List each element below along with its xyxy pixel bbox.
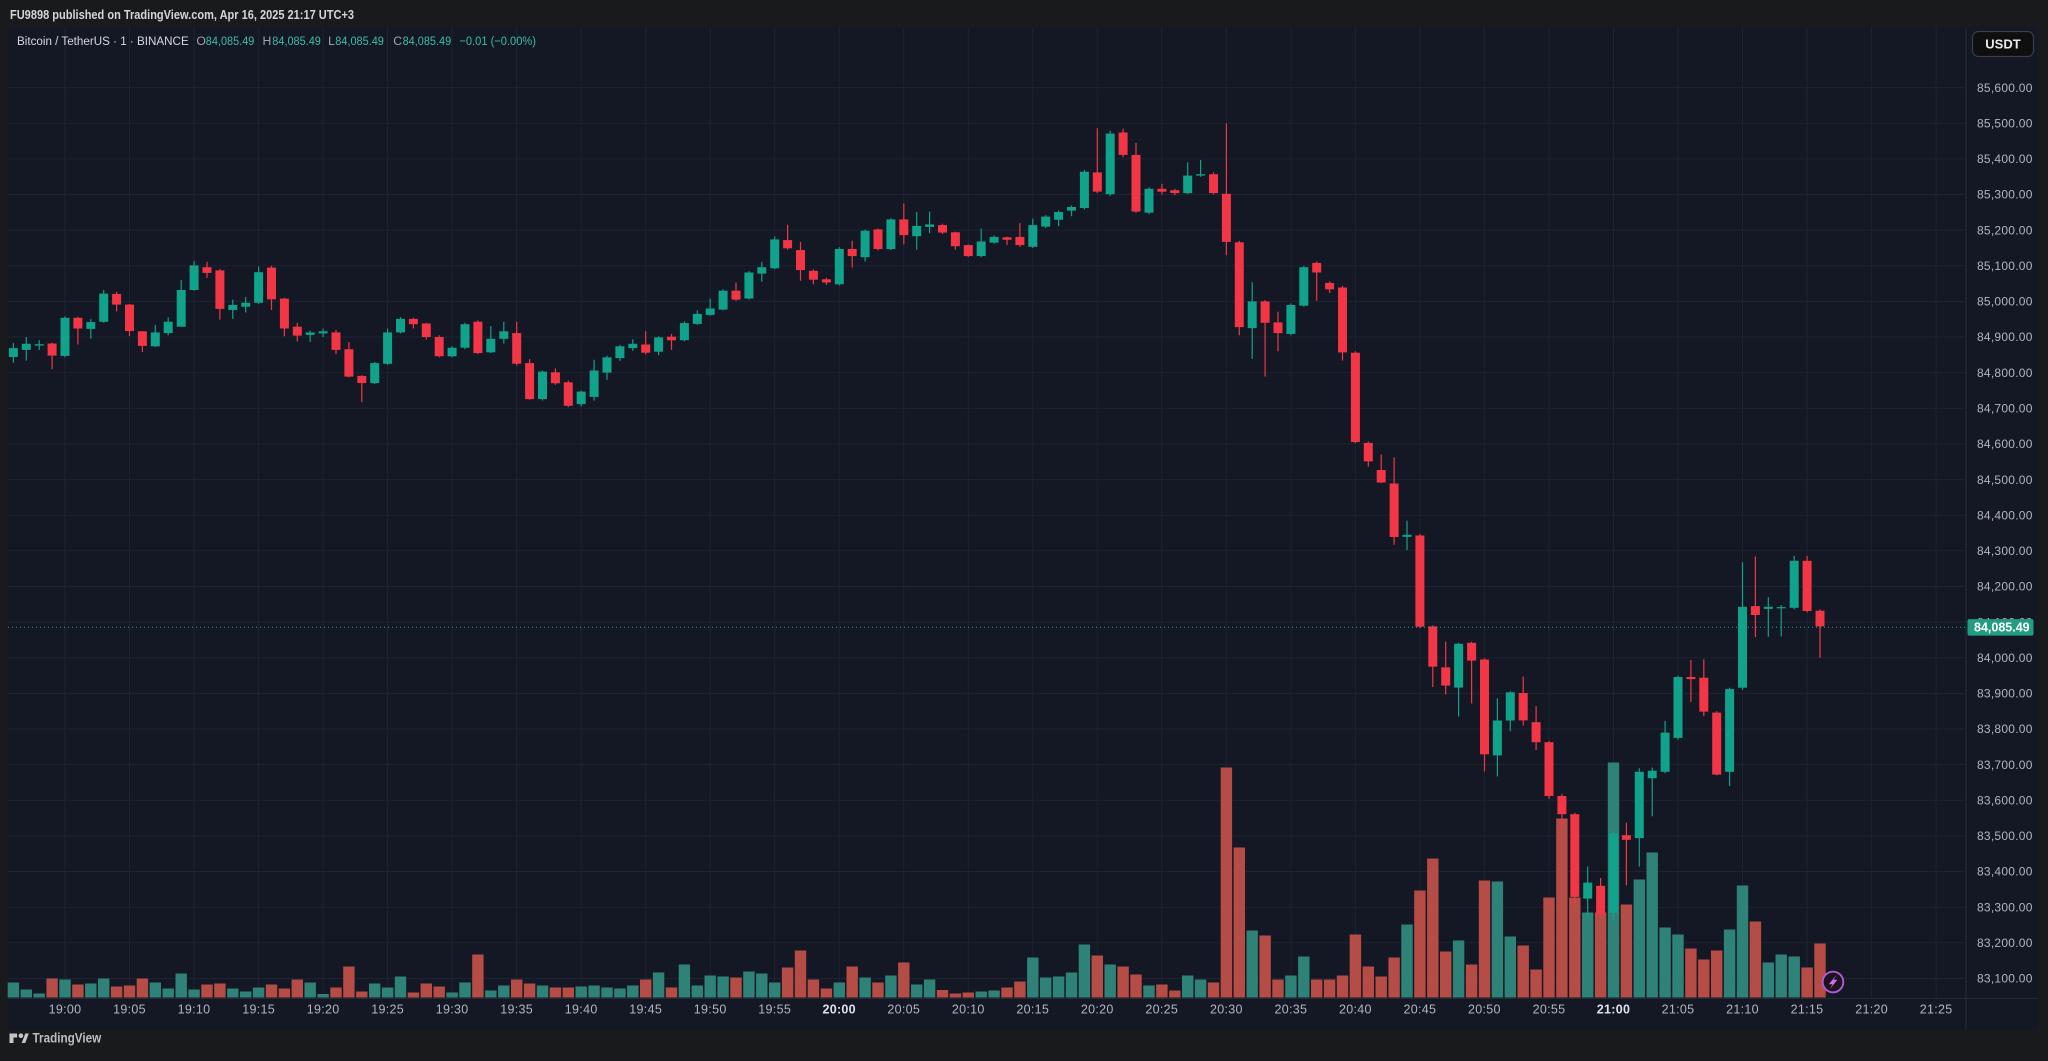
svg-text:20:35: 20:35 (1275, 1003, 1308, 1017)
svg-text:84,600.00: 84,600.00 (1977, 437, 2033, 451)
svg-text:83,600.00: 83,600.00 (1977, 794, 2033, 808)
svg-text:83,300.00: 83,300.00 (1977, 900, 2033, 914)
svg-text:85,600.00: 85,600.00 (1977, 81, 2033, 95)
svg-text:L: L (328, 34, 335, 48)
svg-text:19:10: 19:10 (178, 1003, 211, 1017)
svg-text:84,085.49: 84,085.49 (403, 34, 452, 48)
svg-text:H: H (263, 34, 272, 48)
svg-text:84,200.00: 84,200.00 (1977, 580, 2033, 594)
svg-text:85,000.00: 85,000.00 (1977, 295, 2033, 309)
svg-text:84,500.00: 84,500.00 (1977, 473, 2033, 487)
svg-text:85,300.00: 85,300.00 (1977, 188, 2033, 202)
svg-text:O: O (196, 34, 205, 48)
svg-text:85,100.00: 85,100.00 (1977, 259, 2033, 273)
svg-text:19:40: 19:40 (565, 1003, 598, 1017)
svg-text:C: C (393, 34, 402, 48)
svg-text:FU9898 published on TradingVie: FU9898 published on TradingView.com, Apr… (10, 8, 354, 22)
svg-text:21:00: 21:00 (1597, 1003, 1630, 1017)
svg-text:84,085.49: 84,085.49 (335, 34, 384, 48)
svg-text:83,500.00: 83,500.00 (1977, 829, 2033, 843)
svg-text:83,400.00: 83,400.00 (1977, 865, 2033, 879)
svg-text:20:25: 20:25 (1145, 1003, 1178, 1017)
svg-text:85,200.00: 85,200.00 (1977, 223, 2033, 237)
svg-text:83,100.00: 83,100.00 (1977, 972, 2033, 986)
svg-text:84,300.00: 84,300.00 (1977, 544, 2033, 558)
svg-text:−0.01 (−0.00%): −0.01 (−0.00%) (459, 34, 536, 48)
svg-text:19:20: 19:20 (307, 1003, 340, 1017)
svg-text:19:35: 19:35 (500, 1003, 533, 1017)
svg-text:83,700.00: 83,700.00 (1977, 758, 2033, 772)
svg-text:21:15: 21:15 (1791, 1003, 1824, 1017)
svg-text:84,400.00: 84,400.00 (1977, 508, 2033, 522)
svg-text:20:55: 20:55 (1533, 1003, 1566, 1017)
svg-text:83,200.00: 83,200.00 (1977, 936, 2033, 950)
svg-text:19:25: 19:25 (371, 1003, 404, 1017)
svg-text:19:55: 19:55 (758, 1003, 791, 1017)
svg-text:20:00: 20:00 (822, 1003, 855, 1017)
svg-text:20:20: 20:20 (1081, 1003, 1114, 1017)
svg-text:21:20: 21:20 (1855, 1003, 1888, 1017)
svg-text:TradingView: TradingView (33, 1031, 102, 1046)
svg-text:Bitcoin / TetherUS · 1 · BINAN: Bitcoin / TetherUS · 1 · BINANCE (17, 34, 189, 48)
svg-text:19:30: 19:30 (436, 1003, 469, 1017)
svg-text:84,900.00: 84,900.00 (1977, 330, 2033, 344)
svg-text:21:10: 21:10 (1726, 1003, 1759, 1017)
svg-text:19:45: 19:45 (629, 1003, 662, 1017)
svg-text:19:05: 19:05 (113, 1003, 146, 1017)
svg-text:20:05: 20:05 (887, 1003, 920, 1017)
svg-text:84,000.00: 84,000.00 (1977, 651, 2033, 665)
svg-text:84,085.49: 84,085.49 (1974, 621, 2030, 635)
svg-text:19:15: 19:15 (242, 1003, 275, 1017)
svg-text:20:30: 20:30 (1210, 1003, 1243, 1017)
svg-text:85,500.00: 85,500.00 (1977, 116, 2033, 130)
svg-text:20:50: 20:50 (1468, 1003, 1501, 1017)
svg-text:21:05: 21:05 (1662, 1003, 1695, 1017)
svg-text:20:45: 20:45 (1404, 1003, 1437, 1017)
svg-text:19:50: 19:50 (694, 1003, 727, 1017)
svg-text:85,400.00: 85,400.00 (1977, 152, 2033, 166)
svg-text:19:00: 19:00 (49, 1003, 82, 1017)
svg-text:20:40: 20:40 (1339, 1003, 1372, 1017)
svg-text:21:25: 21:25 (1920, 1003, 1953, 1017)
svg-text:84,800.00: 84,800.00 (1977, 366, 2033, 380)
svg-text:84,085.49: 84,085.49 (206, 34, 255, 48)
svg-text:20:10: 20:10 (952, 1003, 985, 1017)
svg-text:USDT: USDT (1985, 37, 2020, 52)
svg-text:20:15: 20:15 (1016, 1003, 1049, 1017)
svg-text:84,085.49: 84,085.49 (272, 34, 321, 48)
svg-text:84,700.00: 84,700.00 (1977, 402, 2033, 416)
svg-text:83,900.00: 83,900.00 (1977, 687, 2033, 701)
svg-text:83,800.00: 83,800.00 (1977, 722, 2033, 736)
